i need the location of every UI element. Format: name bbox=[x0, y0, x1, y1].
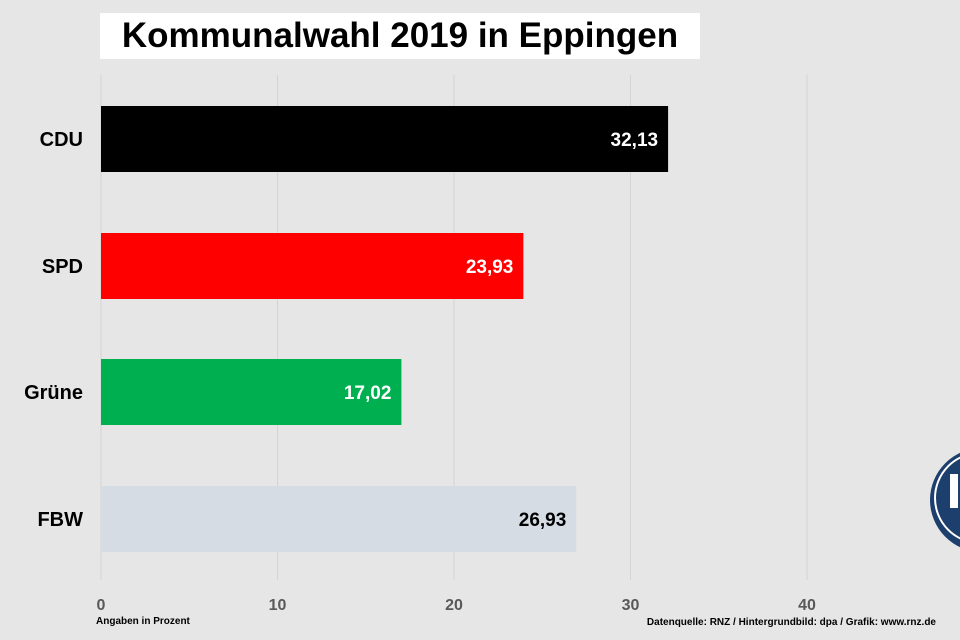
value-label-grüne: 17,02 bbox=[344, 383, 392, 404]
category-label-cdu: CDU bbox=[40, 129, 83, 151]
logo-mark bbox=[950, 474, 958, 508]
value-label-fbw: 26,93 bbox=[519, 510, 567, 531]
bar-fbw bbox=[101, 486, 577, 552]
x-tick-label-10: 10 bbox=[269, 597, 287, 614]
category-label-fbw: FBW bbox=[37, 509, 83, 531]
x-tick-label-40: 40 bbox=[798, 597, 816, 614]
bar-cdu bbox=[101, 106, 669, 172]
category-label-grüne: Grüne bbox=[24, 382, 83, 404]
x-tick-label-20: 20 bbox=[445, 597, 463, 614]
source-credit: Datenquelle: RNZ / Hintergrundbild: dpa … bbox=[646, 617, 936, 628]
chart-title-box: Kommunalwahl 2019 in Eppingen bbox=[100, 13, 700, 59]
bar-grüne bbox=[101, 359, 402, 425]
value-label-spd: 23,93 bbox=[466, 257, 514, 278]
x-tick-label-0: 0 bbox=[97, 597, 106, 614]
category-label-spd: SPD bbox=[42, 256, 83, 278]
x-tick-label-30: 30 bbox=[622, 597, 640, 614]
chart-title: Kommunalwahl 2019 in Eppingen bbox=[121, 16, 679, 55]
bar-spd bbox=[101, 233, 524, 299]
x-axis-label: Angaben in Prozent bbox=[96, 616, 190, 627]
value-label-cdu: 32,13 bbox=[611, 130, 659, 151]
